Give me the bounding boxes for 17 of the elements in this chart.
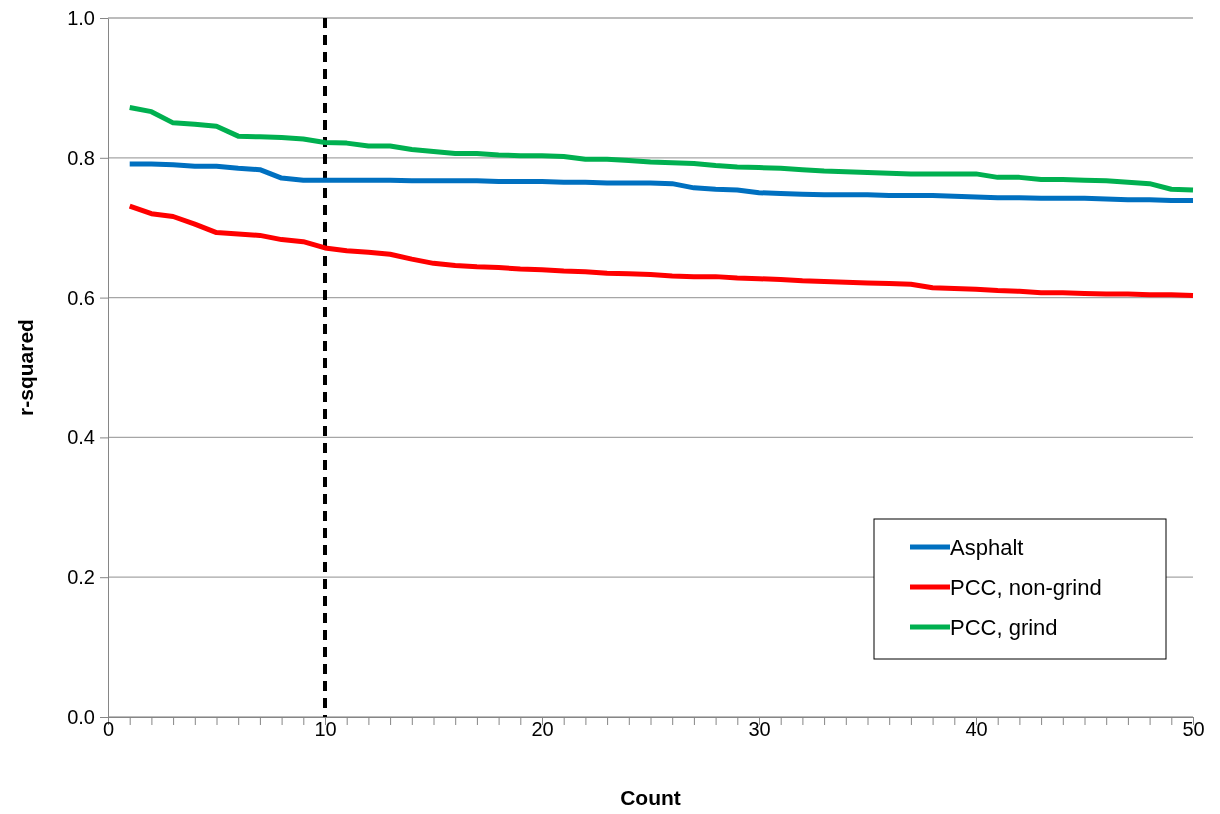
y-tick-label: 0.6: [67, 286, 95, 309]
y-tick-label: 0.8: [67, 146, 95, 169]
y-tick-label: 0.4: [67, 426, 95, 449]
y-axis-title: r-squared: [14, 319, 37, 416]
x-axis-title: Count: [620, 786, 681, 809]
y-tick-label: 0.2: [67, 566, 95, 589]
y-tick-label: 1.0: [67, 6, 95, 29]
legend-label: PCC, grind: [950, 615, 1058, 640]
legend-label: Asphalt: [950, 535, 1024, 560]
y-tick-label: 0.0: [67, 705, 95, 728]
x-tick-label: 30: [748, 718, 771, 740]
legend-label: PCC, non-grind: [950, 575, 1102, 600]
x-tick-label: 0: [102, 718, 115, 740]
x-tick-label: 20: [531, 718, 554, 740]
x-tick-label: 10: [314, 718, 337, 740]
x-tick-label: 50: [1182, 718, 1205, 740]
x-tick-label: 40: [965, 718, 988, 740]
